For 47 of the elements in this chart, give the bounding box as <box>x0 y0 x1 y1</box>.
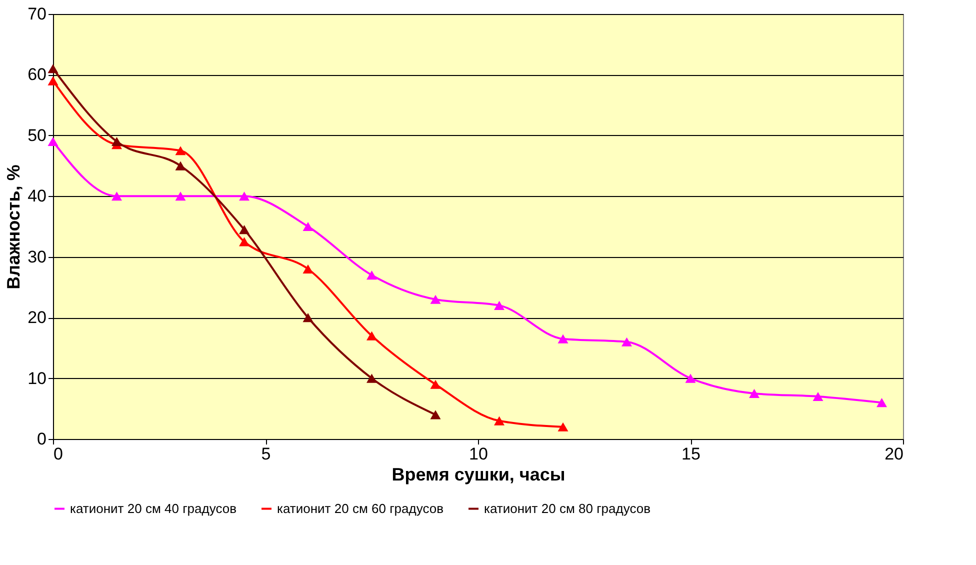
y-tick-label: 70 <box>28 4 46 24</box>
point <box>812 392 824 402</box>
point <box>112 136 122 146</box>
point <box>48 64 58 74</box>
point <box>366 331 377 340</box>
point <box>685 374 696 383</box>
y-tick-label: 20 <box>28 308 46 328</box>
point <box>302 264 314 274</box>
point <box>175 161 186 170</box>
point <box>876 398 887 408</box>
point <box>239 237 250 246</box>
point <box>48 136 58 146</box>
point <box>558 334 568 344</box>
point <box>112 192 122 201</box>
point <box>175 146 186 156</box>
point <box>175 192 186 201</box>
y-axis-title: Влажность, % <box>4 164 24 290</box>
x-axis-title: Время сушки, часы <box>392 464 566 484</box>
point <box>430 410 441 420</box>
point <box>622 337 632 346</box>
legend-label: катионит 20 см 80 градусов <box>484 500 651 516</box>
point <box>239 224 250 234</box>
x-tick-label: 15 <box>682 444 700 464</box>
point <box>749 388 760 398</box>
x-tick-label: 20 <box>884 444 904 464</box>
y-tick-label: 60 <box>28 65 46 84</box>
point <box>494 300 504 310</box>
legend-label: катионит 20 см 60 градусов <box>277 500 444 516</box>
x-tick-label: 0 <box>54 444 63 464</box>
point <box>366 270 377 280</box>
y-tick-label: 10 <box>28 368 46 388</box>
point <box>430 294 441 304</box>
point <box>366 374 377 383</box>
point <box>558 422 568 432</box>
x-tick-label: 10 <box>469 444 488 464</box>
point <box>302 313 314 322</box>
y-tick-label: 40 <box>28 186 46 206</box>
point <box>48 76 58 86</box>
y-tick-label: 0 <box>37 430 46 448</box>
y-tick-label: 30 <box>28 247 46 266</box>
x-tick-label: 5 <box>261 444 271 464</box>
y-tick-label: 50 <box>28 126 46 145</box>
point <box>302 222 314 232</box>
legend-label: катионит 20 см 40 градусов <box>70 500 237 516</box>
point <box>494 416 504 426</box>
point <box>430 380 441 389</box>
point <box>239 192 250 201</box>
